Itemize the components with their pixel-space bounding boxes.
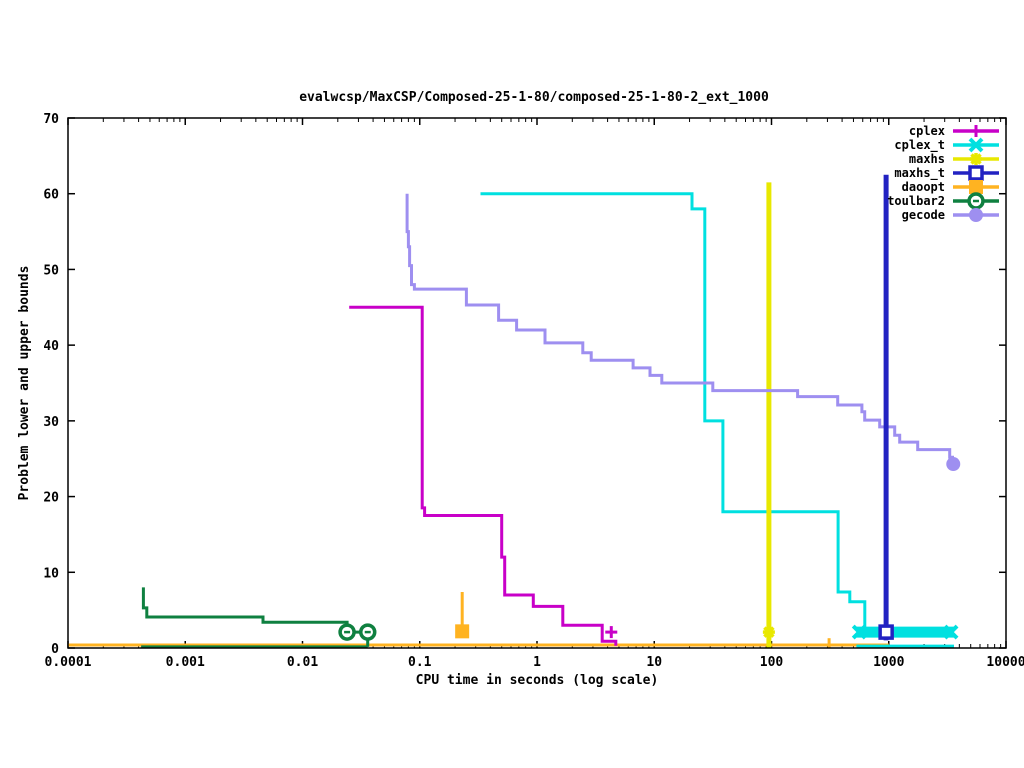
legend-label-cplex: cplex [909, 124, 945, 138]
legend-item-gecode: gecode [902, 208, 999, 222]
legend-label-toulbar2: toulbar2 [887, 194, 945, 208]
series-cplex_t [480, 192, 959, 648]
x-tick-label: 1000 [873, 655, 904, 670]
x-marker [968, 137, 984, 153]
x-tick-label: 10000 [986, 655, 1024, 670]
legend-item-daoopt: daoopt [902, 180, 999, 194]
legend-item-cplex: cplex [909, 124, 999, 138]
filled-circle-marker [946, 457, 961, 472]
plot-border [67, 117, 1007, 649]
legend-item-cplex_t: cplex_t [894, 137, 999, 153]
y-tick-label: 30 [43, 415, 59, 430]
series-line-cplex_t [480, 192, 867, 629]
legend-label-daoopt: daoopt [902, 180, 945, 194]
y-tick-label: 0 [51, 642, 59, 657]
y-tick-label: 70 [43, 112, 59, 127]
y-tick-label: 50 [43, 263, 59, 278]
y-axis-label: Problem lower and upper bounds [17, 266, 32, 501]
x-tick-label: 0.01 [287, 655, 318, 670]
series-line-toulbar2 [141, 587, 370, 647]
x-marker [943, 624, 959, 640]
legend-item-toulbar2: toulbar2 [887, 192, 999, 210]
series-daoopt [68, 592, 889, 648]
x-tick-label: 0.001 [166, 655, 205, 670]
x-tick-label: 0.1 [408, 655, 432, 670]
legend: cplexcplex_tmaxhsmaxhs_tdaoopttoulbar2ge… [887, 124, 999, 222]
legend-item-maxhs_t: maxhs_t [894, 165, 999, 181]
x-marker [851, 624, 867, 640]
y-tick-label: 40 [43, 339, 59, 354]
filled-square-marker [969, 180, 983, 194]
series-toulbar2 [141, 587, 377, 649]
legend-label-gecode: gecode [902, 208, 945, 222]
data-series [68, 174, 961, 649]
x-axis-label: CPU time in seconds (log scale) [416, 673, 659, 688]
y-tick-label: 10 [43, 566, 59, 581]
legend-label-maxhs: maxhs [909, 152, 945, 166]
open-square-marker [878, 624, 894, 640]
series-line-cplex [349, 305, 618, 646]
series-gecode [405, 193, 961, 472]
filled-circle-marker [969, 208, 983, 222]
x-tick-label: 100 [760, 655, 784, 670]
x-tick-label: 0.0001 [45, 655, 92, 670]
series-maxhs_t [878, 174, 894, 641]
star-marker [970, 153, 982, 165]
legend-label-maxhs_t: maxhs_t [894, 166, 945, 181]
open-square-marker [968, 165, 984, 181]
series-cplex [349, 305, 618, 646]
chart-title: evalwcsp/MaxCSP/Composed-25-1-80/compose… [299, 90, 769, 105]
x-tick-label: 10 [646, 655, 662, 670]
series-line-gecode [405, 193, 954, 467]
legend-label-cplex_t: cplex_t [894, 138, 945, 153]
x-tick-label: 1 [533, 655, 541, 670]
series-maxhs [762, 182, 775, 648]
legend-item-maxhs: maxhs [909, 152, 999, 166]
y-tick-label: 60 [43, 188, 59, 203]
star-marker [763, 626, 775, 638]
filled-square-marker [455, 624, 470, 639]
y-tick-label: 20 [43, 491, 59, 506]
